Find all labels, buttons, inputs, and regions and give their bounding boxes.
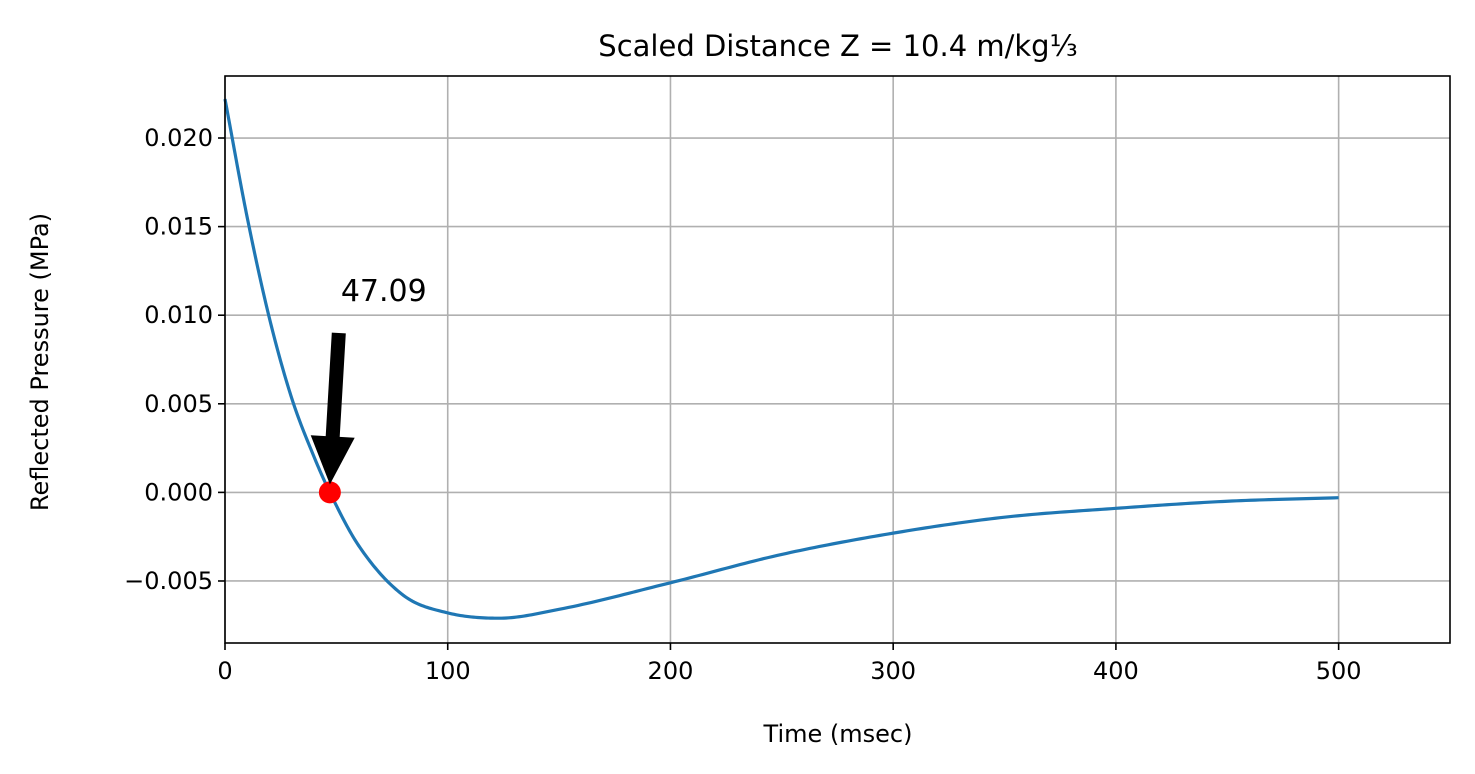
zero-crossing-marker	[318, 481, 341, 504]
y-tick-label: 0.000	[144, 478, 213, 506]
y-tick-label: 0.005	[144, 390, 213, 418]
y-axis: −0.005 0.000 0.005 0.010 0.015 0.020	[124, 124, 225, 595]
plot-area	[223, 98, 1339, 620]
x-axis: 0 100 200 300 400 500	[217, 643, 1362, 685]
x-tick-label: 300	[870, 657, 916, 685]
annotation-arrow	[310, 332, 355, 485]
y-tick-label: −0.005	[124, 567, 213, 595]
annotation-text: 47.09	[341, 274, 427, 309]
x-tick-label: 400	[1093, 657, 1139, 685]
x-tick-label: 200	[648, 657, 694, 685]
y-tick-label: 0.020	[144, 124, 213, 152]
series-line	[223, 98, 1339, 620]
y-axis-label: Reflected Pressure (MPa)	[26, 213, 54, 511]
y-tick-label: 0.010	[144, 301, 213, 329]
y-tick-label: 0.015	[144, 213, 213, 241]
chart-title: Scaled Distance Z = 10.4 m/kg⅓	[598, 29, 1077, 63]
axes-frame	[224, 75, 1451, 644]
x-axis-label: Time (msec)	[763, 720, 913, 748]
x-tick-label: 0	[217, 657, 232, 685]
grid	[224, 76, 1450, 643]
x-tick-label: 100	[425, 657, 471, 685]
x-tick-label: 500	[1316, 657, 1362, 685]
